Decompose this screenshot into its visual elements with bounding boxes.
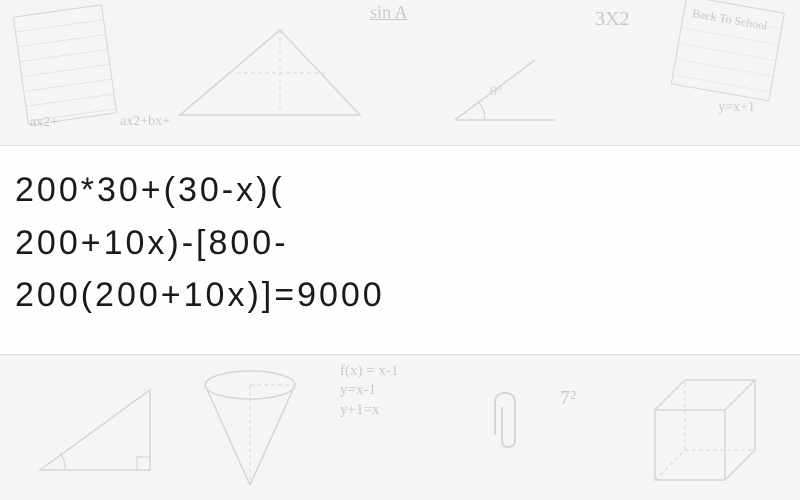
seven-squared-label: 7² [560,387,576,410]
paperclip-sketch [480,385,530,455]
ax2b-label: ax2+bx+ [120,114,170,130]
y-eq-xplus1-label: y=x+1 [718,100,755,116]
main-equation-panel: 200*30+(30-x)( 200+10x)-[800- 200(200+10… [0,145,800,355]
notebook-page-sketch [20,10,160,140]
back-to-school-text: Back To School [671,0,785,101]
three-x2-label: 3X2 [595,8,629,31]
right-triangle-sketch [25,375,165,485]
cone-sketch [195,360,305,495]
fx-line2: y=x-1 [340,381,398,401]
zero-deg-text: 0° [490,84,503,99]
fx-line1: f(x) = x-1 [340,362,398,382]
equation-line-2: 200+10x)-[800- [15,217,785,270]
equation-line-1: 200*30+(30-x)( [15,164,785,217]
back-to-school-note: Back To School [665,0,800,135]
cube-sketch [630,365,780,495]
fx-equations: f(x) = x-1 y=x-1 y+1=x [340,362,398,421]
ax2-label: ax2+ [30,115,58,131]
fx-line3: y+1=x [340,401,398,421]
sin-a-label: sin A [370,2,408,23]
bottom-sketch-row: f(x) = x-1 y=x-1 y+1=x 7² [0,355,800,500]
angle-sketch: 0° [440,45,570,135]
equation-line-3: 200(200+10x)]=9000 [15,269,785,322]
triangle-sketch-top [160,15,380,135]
